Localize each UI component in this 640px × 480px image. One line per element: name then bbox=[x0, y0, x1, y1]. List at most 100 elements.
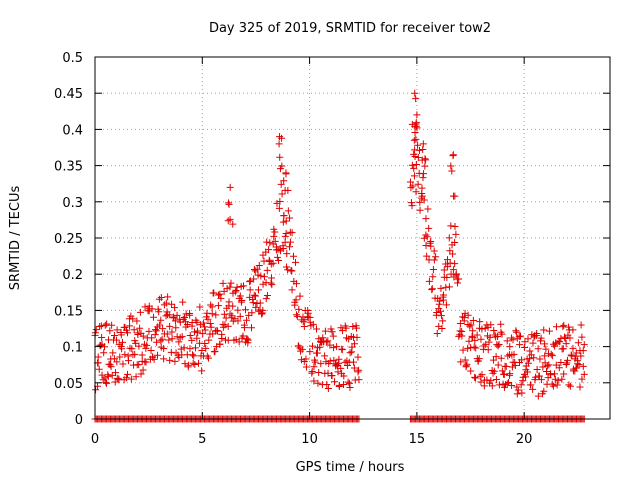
data-point bbox=[529, 385, 537, 393]
data-point bbox=[418, 192, 426, 200]
data-point bbox=[427, 237, 435, 245]
data-point bbox=[555, 364, 563, 372]
data-point bbox=[457, 358, 465, 366]
data-point bbox=[517, 381, 525, 389]
data-point bbox=[279, 242, 287, 250]
data-point bbox=[189, 351, 197, 359]
data-point bbox=[498, 330, 506, 338]
data-point bbox=[233, 283, 241, 291]
data-point bbox=[569, 344, 577, 352]
data-point bbox=[173, 311, 181, 319]
data-point bbox=[419, 145, 427, 153]
data-point bbox=[181, 360, 189, 368]
data-point bbox=[292, 311, 300, 319]
data-point bbox=[201, 326, 209, 334]
data-point bbox=[240, 282, 248, 290]
data-point bbox=[238, 297, 246, 305]
data-point bbox=[533, 366, 541, 374]
data-point bbox=[408, 202, 416, 210]
data-point bbox=[340, 381, 348, 389]
data-point bbox=[102, 378, 110, 386]
data-point bbox=[309, 342, 317, 350]
data-point bbox=[198, 367, 206, 375]
data-point bbox=[439, 317, 447, 325]
data-point bbox=[124, 329, 132, 337]
data-point bbox=[509, 336, 517, 344]
data-point bbox=[514, 386, 522, 394]
data-point bbox=[292, 280, 300, 288]
data-point bbox=[547, 371, 555, 379]
data-point bbox=[150, 313, 158, 321]
data-point bbox=[124, 352, 132, 360]
data-point bbox=[224, 217, 232, 225]
data-point bbox=[562, 340, 570, 348]
data-point bbox=[218, 335, 226, 343]
data-point bbox=[421, 162, 429, 170]
data-point bbox=[156, 321, 164, 329]
y-tick-label: 0.35 bbox=[54, 160, 83, 175]
data-point bbox=[518, 389, 526, 397]
data-point bbox=[466, 322, 474, 330]
data-point bbox=[413, 111, 421, 119]
data-point bbox=[503, 380, 511, 388]
data-point bbox=[445, 283, 453, 291]
data-point bbox=[508, 382, 516, 390]
data-point bbox=[476, 318, 484, 326]
data-point bbox=[157, 294, 165, 302]
data-point bbox=[412, 135, 420, 143]
data-point bbox=[472, 374, 480, 382]
data-point bbox=[477, 378, 485, 386]
data-point bbox=[286, 243, 294, 251]
data-point bbox=[208, 310, 216, 318]
data-point bbox=[350, 340, 358, 348]
data-point bbox=[92, 326, 100, 334]
data-point bbox=[353, 324, 361, 332]
data-point bbox=[486, 333, 494, 341]
data-point bbox=[534, 392, 542, 400]
data-point bbox=[97, 342, 105, 350]
data-points bbox=[91, 89, 588, 423]
data-point bbox=[282, 229, 290, 237]
data-point bbox=[250, 275, 258, 283]
data-point bbox=[328, 328, 336, 336]
data-point bbox=[122, 374, 130, 382]
data-point bbox=[276, 133, 284, 141]
data-point bbox=[511, 362, 519, 370]
data-point bbox=[448, 167, 456, 175]
data-point bbox=[292, 258, 300, 266]
data-point bbox=[524, 359, 532, 367]
data-point bbox=[438, 325, 446, 333]
data-point bbox=[334, 368, 342, 376]
data-point bbox=[263, 266, 271, 274]
data-point bbox=[338, 346, 346, 354]
data-point bbox=[186, 331, 194, 339]
data-point bbox=[157, 337, 165, 345]
data-point bbox=[132, 373, 140, 381]
data-point bbox=[494, 342, 502, 350]
data-point bbox=[168, 328, 176, 336]
data-point bbox=[163, 330, 171, 338]
data-point bbox=[276, 153, 284, 161]
data-point bbox=[141, 303, 149, 311]
data-point bbox=[420, 234, 428, 242]
data-point bbox=[117, 331, 125, 339]
data-point bbox=[467, 367, 475, 375]
data-point bbox=[560, 370, 568, 378]
data-point bbox=[331, 378, 339, 386]
data-point bbox=[333, 361, 341, 369]
data-point bbox=[355, 366, 363, 374]
data-point bbox=[184, 363, 192, 371]
data-point bbox=[537, 376, 545, 384]
data-point bbox=[497, 328, 505, 336]
data-point bbox=[113, 336, 121, 344]
plot-frame bbox=[94, 56, 611, 420]
data-point bbox=[268, 281, 276, 289]
data-point bbox=[459, 313, 467, 321]
data-point bbox=[513, 383, 521, 391]
data-point bbox=[526, 347, 534, 355]
data-point bbox=[443, 256, 451, 264]
data-point bbox=[126, 322, 134, 330]
data-point bbox=[175, 338, 183, 346]
data-point bbox=[410, 164, 418, 172]
data-point bbox=[266, 239, 274, 247]
